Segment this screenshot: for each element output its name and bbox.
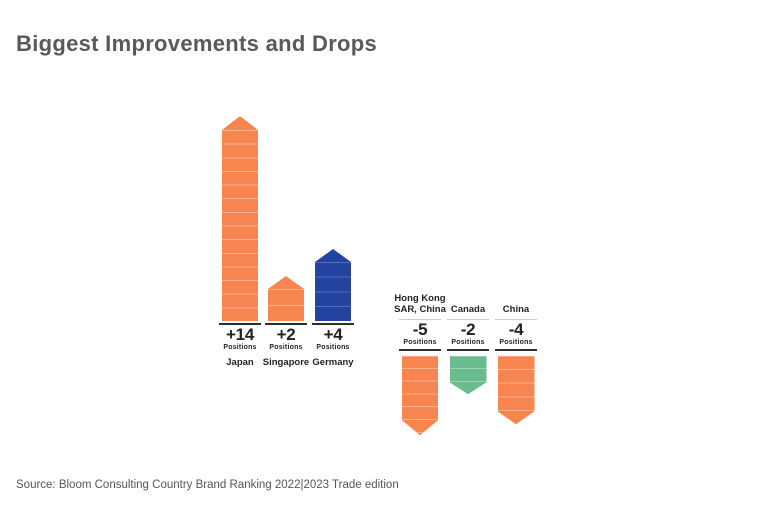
down-arrow-icon (402, 356, 438, 435)
drop-column-china: China -4 Positions (487, 292, 545, 424)
country-label: Hong Kong SAR, China (394, 293, 446, 316)
positions-label: Positions (451, 338, 485, 346)
source-attribution: Source: Bloom Consulting Country Brand R… (16, 479, 399, 491)
improvement-column-japan: +14 Positions Japan (213, 116, 267, 369)
change-value: +2 (276, 325, 296, 344)
divider-line-thin (447, 319, 489, 320)
change-value: +14 (226, 325, 254, 344)
up-arrow-icon (315, 249, 351, 321)
improvement-column-germany: +4 Positions Germany (306, 249, 360, 369)
positions-label: Positions (316, 343, 350, 351)
positions-label: Positions (223, 343, 257, 351)
change-value: +4 (323, 325, 343, 344)
country-label: Singapore (262, 357, 310, 369)
improvement-column-singapore: +2 Positions Singapore (259, 276, 313, 369)
change-value: -2 (460, 320, 476, 339)
divider-line (312, 323, 354, 325)
country-label: Japan (226, 357, 254, 369)
up-arrow-icon (268, 276, 304, 321)
divider-line (265, 323, 307, 325)
down-arrow-icon (498, 356, 535, 424)
positions-label: Positions (269, 343, 303, 351)
positions-label: Positions (499, 338, 533, 346)
divider-line (219, 323, 261, 325)
positions-label: Positions (403, 338, 437, 346)
down-arrow-icon (450, 356, 487, 394)
divider-line-thin (399, 319, 441, 320)
divider-line-thin (495, 319, 537, 320)
country-label: Canada (450, 304, 486, 316)
country-label: China (502, 304, 530, 316)
divider-line (495, 349, 537, 352)
divider-line (399, 349, 441, 352)
country-label: Germany (312, 357, 354, 369)
page-title: Biggest Improvements and Drops (16, 31, 378, 56)
up-arrow-icon (222, 116, 258, 321)
change-value: -5 (412, 320, 428, 339)
divider-line (447, 349, 489, 352)
drop-column-canada: Canada -2 Positions (439, 292, 497, 394)
change-value: -4 (508, 320, 524, 339)
drop-column-hong-kong: Hong Kong SAR, China -5 Positions (391, 292, 449, 435)
